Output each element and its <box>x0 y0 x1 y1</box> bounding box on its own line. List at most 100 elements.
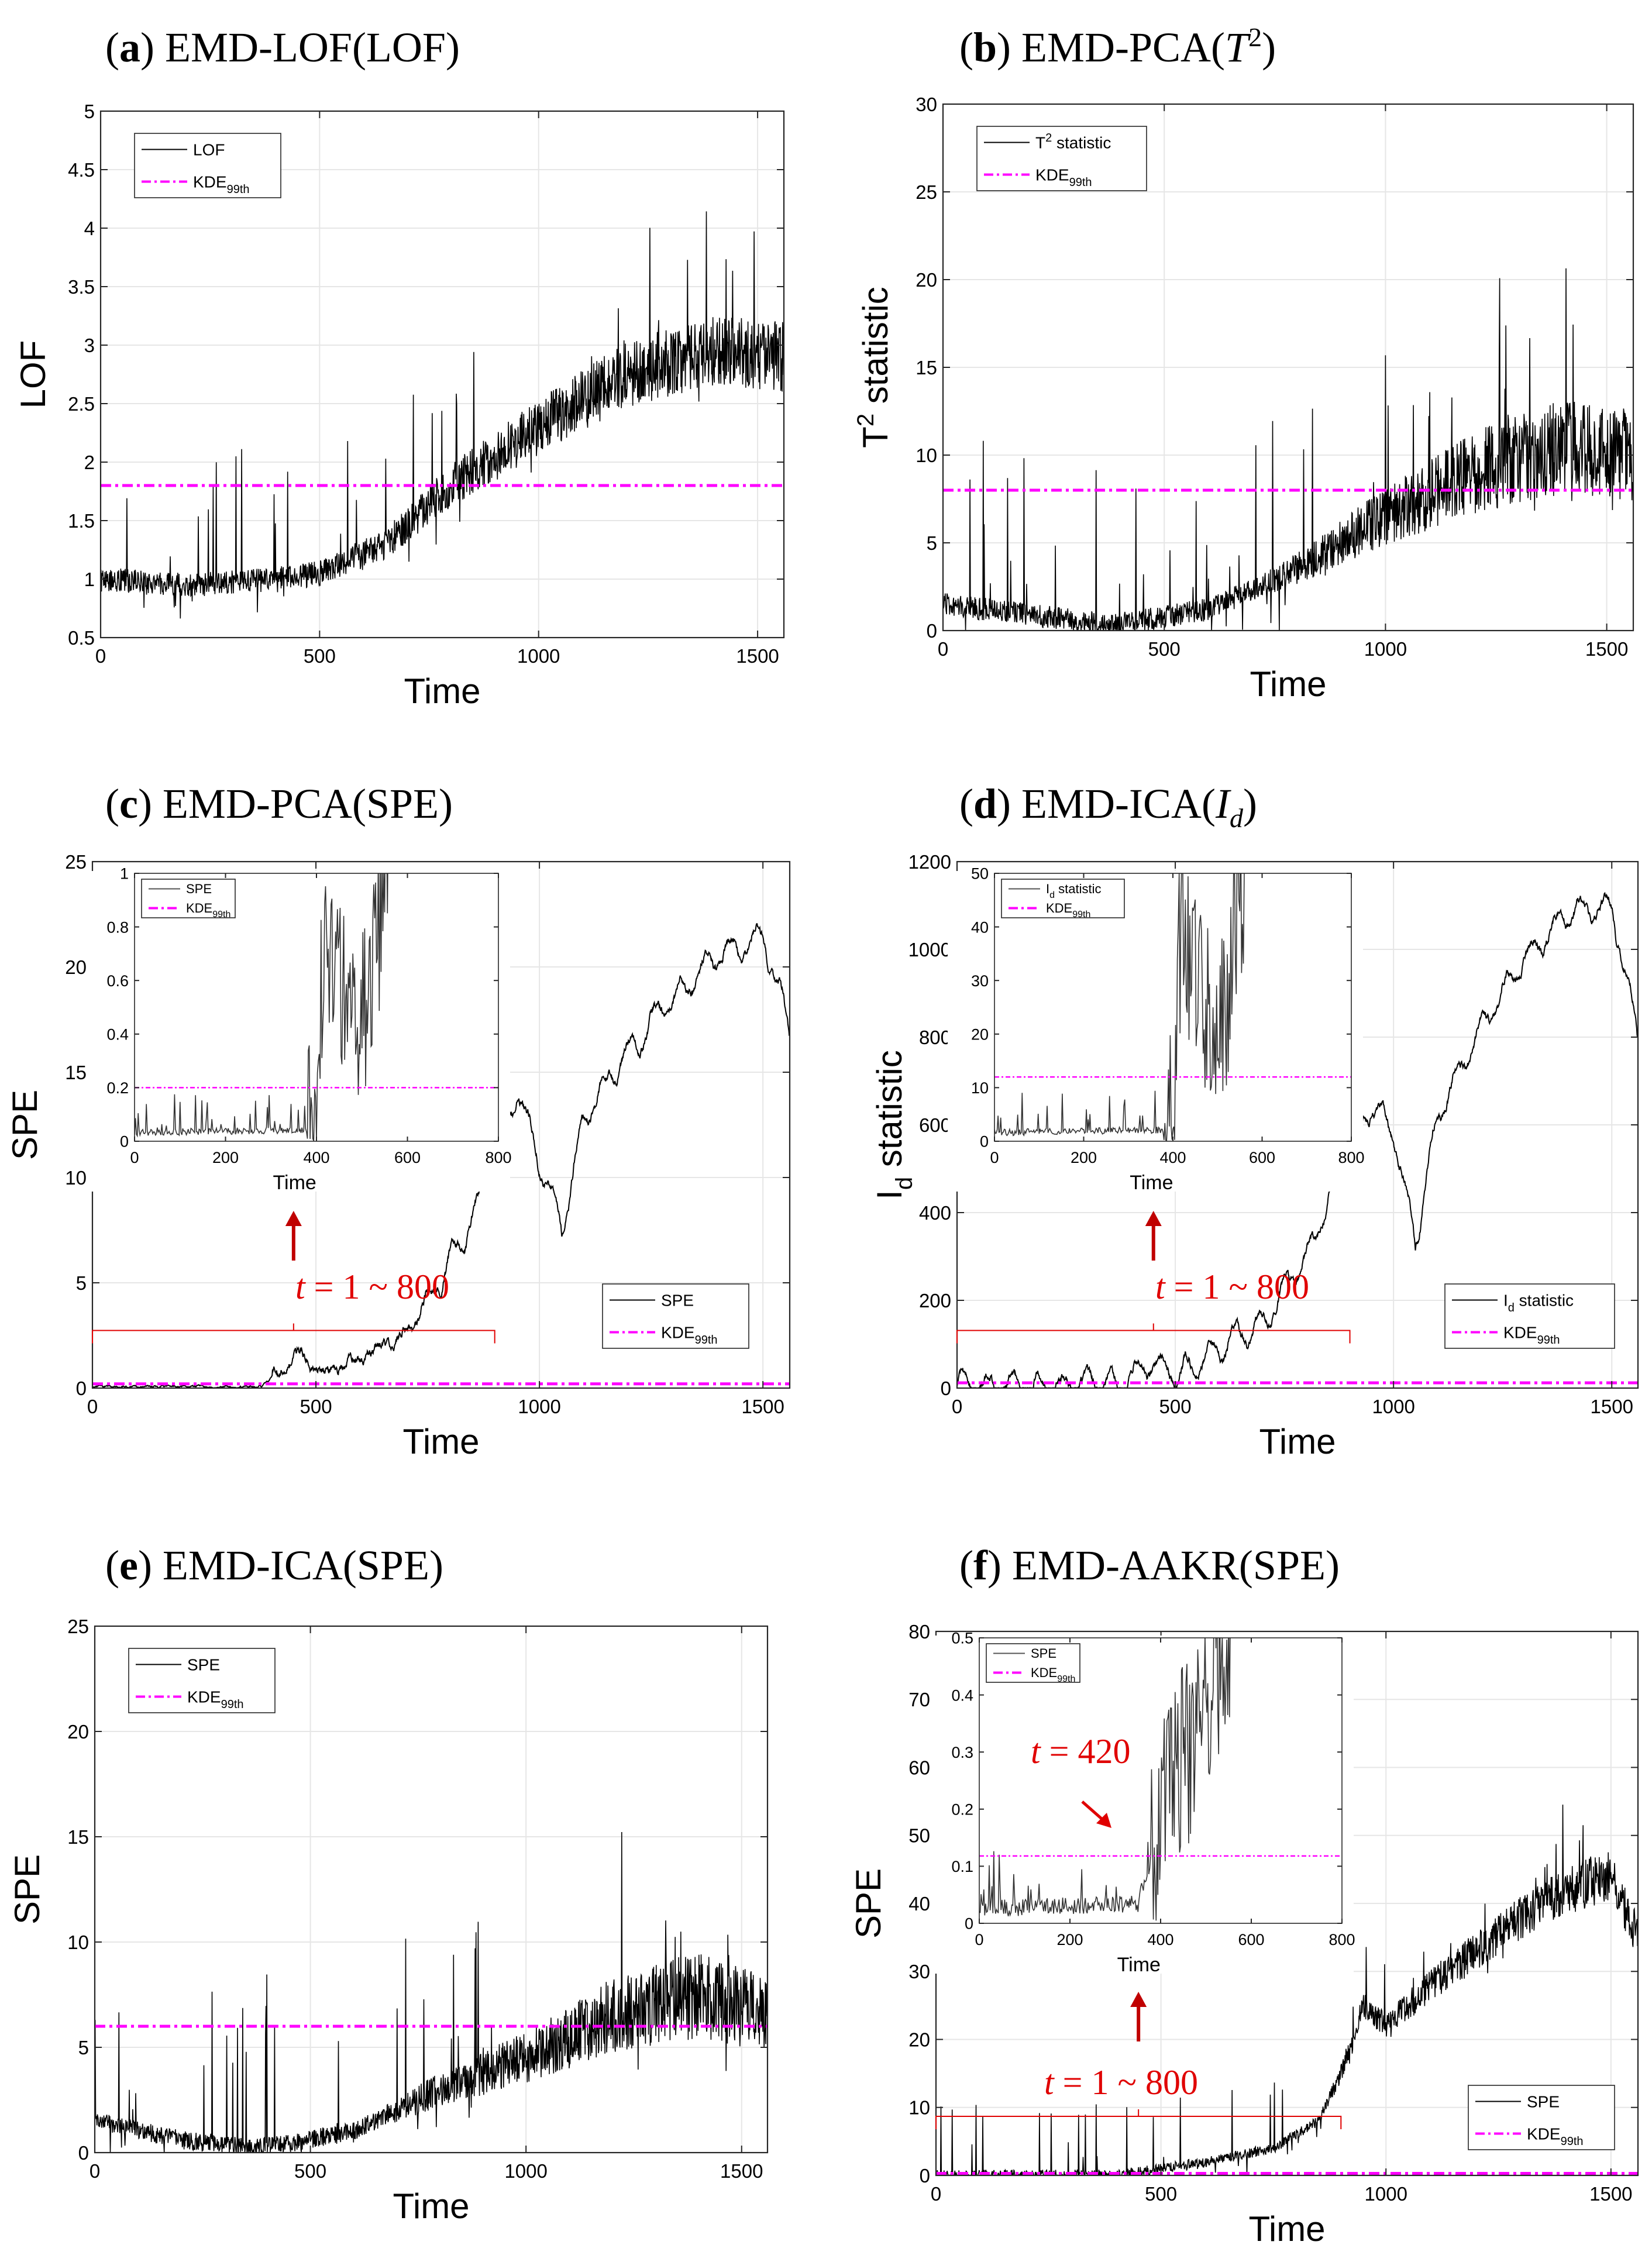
panel-a-y-tick-label: 3 <box>84 335 95 356</box>
panel-d-inset-x-tick-label: 400 <box>1159 1149 1186 1166</box>
panel-f-inset-x-tick-label: 200 <box>1056 1931 1083 1948</box>
panel-d-inset-x-tick-label: 200 <box>1071 1149 1097 1166</box>
panel-f-title: (f) EMD-AAKR(SPE) <box>959 1542 1340 1589</box>
panel-c-y-tick-label: 25 <box>65 851 87 873</box>
panel-d-inset: 0 200 400 600 800 0 10 20 30 40 50 Time Id statistic… <box>948 865 1365 1194</box>
panel-e-x-tick-label: 1500 <box>720 2160 763 2182</box>
panel-e-title: (e) EMD-ICA(SPE) <box>105 1542 443 1589</box>
panel-b-x-axis-label: Time <box>1250 665 1326 704</box>
panel-d-inset-y-tick-label: 0 <box>980 1133 989 1151</box>
panel-f-y-axis-label: SPE <box>849 1868 888 1939</box>
panel-c-x-axis-label: Time <box>402 1422 479 1461</box>
panel-f-inset-x-axis-label: Time <box>1117 1954 1161 1976</box>
panel-d-y-tick-label: 600 <box>919 1114 951 1136</box>
panel-e-y-axis-label: SPE <box>8 1854 47 1924</box>
panel-d-inset-y-tick-label: 50 <box>971 865 989 883</box>
panel-c-inset: 0 200 400 600 800 0 0.2 0.4 0.6 0.8 1 Time SPE KDE99t… <box>88 865 512 1194</box>
panel-c-x-tick-label: 500 <box>300 1396 332 1417</box>
panel-c-legend-label: KDE99th <box>661 1323 718 1347</box>
panel-c-x-tick-label: 1000 <box>518 1396 560 1417</box>
panel-c-inset-legend-label: SPE <box>186 882 212 896</box>
panel-a-y-tick-label: 2.5 <box>68 393 95 415</box>
panel-d: (d) EMD-ICA(Id)0 500 1000 15000200400600800… <box>870 780 1639 1461</box>
panel-f-x-axis-label: Time <box>1248 2209 1325 2249</box>
panel-c-inset-x-axis-label: Time <box>273 1172 316 1194</box>
panel-c-title: (c) EMD-PCA(SPE) <box>105 780 453 827</box>
panel-a-x-tick-label: 1500 <box>736 645 779 667</box>
panel-b-y-tick-label: 20 <box>916 269 937 291</box>
panel-e-y-tick-label: 25 <box>67 1616 89 1637</box>
panel-f-inset-callout: t = 420 <box>1031 1732 1131 1771</box>
panel-f-inset-series-line <box>979 1638 1231 1921</box>
panel-f-x-tick-label: 500 <box>1145 2183 1177 2205</box>
panel-d-title: (d) EMD-ICA(Id) <box>959 780 1257 833</box>
panel-f-y-tick-label: 50 <box>908 1825 930 1847</box>
panel-c-inset-y-tick-label: 0.2 <box>106 1079 129 1097</box>
panel-e-y-tick-label: 20 <box>67 1721 89 1743</box>
panel-f-y-tick-label: 40 <box>908 1893 930 1915</box>
panel-e-y-tick-label: 10 <box>67 1932 89 1953</box>
panel-f-inset-x-tick-label: 600 <box>1238 1931 1264 1948</box>
panel-d-zoom-arrow-head <box>1145 1211 1162 1226</box>
panel-b-x-tick-label: 500 <box>1148 638 1181 660</box>
panel-c-inset-x-tick-label: 400 <box>303 1149 329 1166</box>
panel-d-x-tick-label: 1000 <box>1372 1396 1414 1417</box>
panel-f-inset-y-tick-label: 0.2 <box>951 1801 973 1819</box>
panel-f-inset-x-tick-label: 400 <box>1147 1931 1173 1948</box>
panel-a-y-tick-label: 3.5 <box>68 276 95 298</box>
panel-d-x-tick-label: 500 <box>1159 1396 1192 1417</box>
panel-f-y-tick-label: 70 <box>908 1689 930 1710</box>
panel-e-x-axis-label: Time <box>393 2187 469 2226</box>
panel-c-inset-x-tick-label: 200 <box>212 1149 239 1166</box>
panel-f-inset-y-tick-label: 0.1 <box>951 1858 973 1875</box>
panel-d-y-tick-label: 800 <box>919 1027 951 1048</box>
panel-a-y-tick-label: 5 <box>84 101 95 122</box>
panel-b-x-tick-label: 1500 <box>1585 638 1628 660</box>
panel-e: (e) EMD-ICA(SPE) 0 500 1000 1500 0 5 10 15 20 25 Ti… <box>8 1542 769 2226</box>
panel-a-x-tick-label: 500 <box>304 645 336 667</box>
panel-d-inset-x-tick-label: 600 <box>1249 1149 1275 1166</box>
panel-b-x-tick-label: 0 <box>938 638 948 660</box>
panel-f-inset-legend <box>986 1643 1080 1683</box>
panel-a-series-line <box>101 211 784 619</box>
panel-b-legend-label: KDE99th <box>1035 166 1092 189</box>
panel-f-y-tick-label: 0 <box>920 2165 930 2187</box>
panel-d-inset-y-tick-label: 20 <box>971 1026 989 1044</box>
panel-b-y-axis-label: T2 statistic <box>853 287 895 448</box>
panel-d-inset-x-axis-label: Time <box>1130 1172 1173 1194</box>
panel-c-inset-x-tick-label: 800 <box>485 1149 511 1166</box>
panel-a-title: (a) EMD-LOF(LOF) <box>105 24 460 71</box>
panel-c-series-line <box>92 923 790 1388</box>
panel-f-inset-legend-label: KDE99th <box>1031 1665 1075 1684</box>
panel-b-legend <box>976 126 1147 191</box>
panel-c-inset-legend <box>141 879 236 918</box>
panel-c-zoom-arrow-head <box>285 1211 302 1226</box>
panel-a-legend <box>134 133 281 198</box>
panel-e-x-tick-label: 1000 <box>504 2160 547 2182</box>
panel-d-range-annotation: t = 1 ~ 800 <box>1155 1268 1309 1306</box>
panel-c-inset-series-line <box>135 873 388 1141</box>
panel-f-x-tick-label: 0 <box>931 2183 941 2205</box>
panel-b: (b) EMD-PCA(T2) 0 500 1000 1500 0 5 10 15 20 25 30 T… <box>853 22 1634 704</box>
panel-c-legend-label: SPE <box>661 1291 694 1309</box>
panel-e-y-tick-label: 15 <box>67 1826 89 1848</box>
panel-f-inset-y-tick-label: 0.3 <box>951 1744 973 1761</box>
panel-c-x-tick-label: 1500 <box>741 1396 784 1417</box>
panel-a-y-tick-label: 1.5 <box>68 510 95 532</box>
panel-f-y-tick-label: 30 <box>908 1961 930 1982</box>
panel-e-frame <box>94 1625 769 2154</box>
panel-d-y-axis-label: Id statistic <box>870 1050 917 1200</box>
panel-d-y-tick-label: 1000 <box>908 939 951 960</box>
panel-a-y-tick-label: 4 <box>84 218 95 239</box>
panel-d-inset-y-tick-label: 40 <box>971 918 989 936</box>
panel-f-legend <box>1468 2085 1615 2150</box>
panel-f-inset-legend-label: SPE <box>1031 1646 1056 1661</box>
panel-f-x-tick-label: 1500 <box>1589 2183 1632 2205</box>
panel-f-inset-x-tick-label: 800 <box>1329 1931 1355 1948</box>
panel-f-y-tick-label: 60 <box>908 1757 930 1778</box>
panel-f: (f) EMD-AAKR(SPE)0 500 1000 150001020304050… <box>849 1542 1639 2249</box>
panel-f-zoom-arrow-head <box>1130 1992 1147 2007</box>
panel-f-range-annotation: t = 1 ~ 800 <box>1044 2063 1198 2102</box>
panel-a-y-tick-label: 1 <box>84 569 95 590</box>
panel-b-legend-label: T2 statistic <box>1035 132 1111 152</box>
